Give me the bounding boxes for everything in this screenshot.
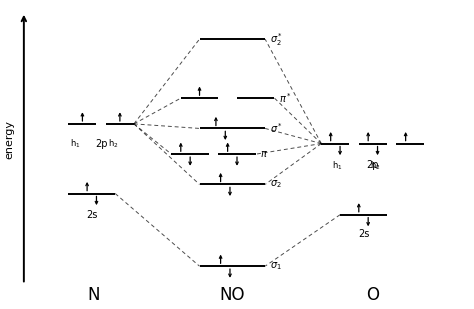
Text: h$_1$: h$_1$ bbox=[70, 137, 81, 150]
Text: $\pi^*$: $\pi^*$ bbox=[279, 91, 292, 105]
Text: $\sigma_2^*$: $\sigma_2^*$ bbox=[270, 31, 283, 48]
Text: NO: NO bbox=[219, 286, 245, 304]
Text: 2p: 2p bbox=[366, 160, 379, 170]
Text: energy: energy bbox=[5, 120, 15, 159]
Text: h$_2$: h$_2$ bbox=[370, 159, 381, 172]
Text: N: N bbox=[88, 286, 100, 304]
Text: 2s: 2s bbox=[86, 210, 98, 220]
Text: $\sigma_1$: $\sigma_1$ bbox=[270, 260, 282, 272]
Text: $\sigma_2$: $\sigma_2$ bbox=[270, 179, 282, 190]
Text: h$_1$: h$_1$ bbox=[332, 159, 343, 172]
Text: h$_2$: h$_2$ bbox=[108, 137, 118, 150]
Text: 2s: 2s bbox=[358, 229, 369, 239]
Text: O: O bbox=[366, 286, 379, 304]
Text: $\sigma^*$: $\sigma^*$ bbox=[270, 121, 283, 135]
Text: $\pi$: $\pi$ bbox=[260, 149, 268, 159]
Text: 2p: 2p bbox=[95, 138, 108, 149]
